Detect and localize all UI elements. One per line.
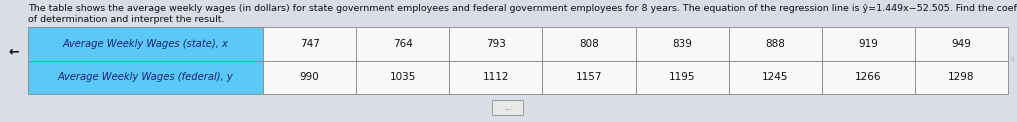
Text: 1195: 1195 [669,72,696,82]
Text: 919: 919 [858,39,879,49]
Text: 1298: 1298 [948,72,974,82]
Text: 808: 808 [579,39,599,49]
Bar [28,61,263,94]
Bar [822,27,915,61]
Bar [915,27,1008,61]
Bar [263,27,356,61]
Bar [263,61,356,94]
Bar [450,61,542,94]
Text: Average Weekly Wages (state), x: Average Weekly Wages (state), x [63,39,229,49]
Bar [28,27,263,61]
Text: Average Weekly Wages (federal), y: Average Weekly Wages (federal), y [58,72,233,82]
Text: 1035: 1035 [390,72,416,82]
Text: 888: 888 [765,39,785,49]
Text: 793: 793 [486,39,505,49]
Text: 990: 990 [300,72,319,82]
Text: 1266: 1266 [855,72,882,82]
Text: The table shows the average weekly wages (in dollars) for state government emplo: The table shows the average weekly wages… [28,4,1017,13]
Bar [728,61,822,94]
Text: 1112: 1112 [482,72,510,82]
Text: 839: 839 [672,39,692,49]
Text: ◦: ◦ [1009,55,1015,65]
Bar [450,27,542,61]
Bar [356,27,450,61]
Bar [542,27,636,61]
Bar [636,27,728,61]
Bar [728,27,822,61]
Text: 949: 949 [952,39,971,49]
Text: ...: ... [504,103,512,112]
Text: 764: 764 [393,39,413,49]
Bar [542,61,636,94]
Text: 747: 747 [300,39,319,49]
Text: 1245: 1245 [762,72,788,82]
FancyBboxPatch shape [492,101,524,116]
Text: ←: ← [8,46,18,59]
Bar [915,61,1008,94]
Text: of determination and interpret the result.: of determination and interpret the resul… [28,15,225,24]
Bar [822,61,915,94]
Bar [356,61,450,94]
Bar [636,61,728,94]
Text: 1157: 1157 [576,72,602,82]
